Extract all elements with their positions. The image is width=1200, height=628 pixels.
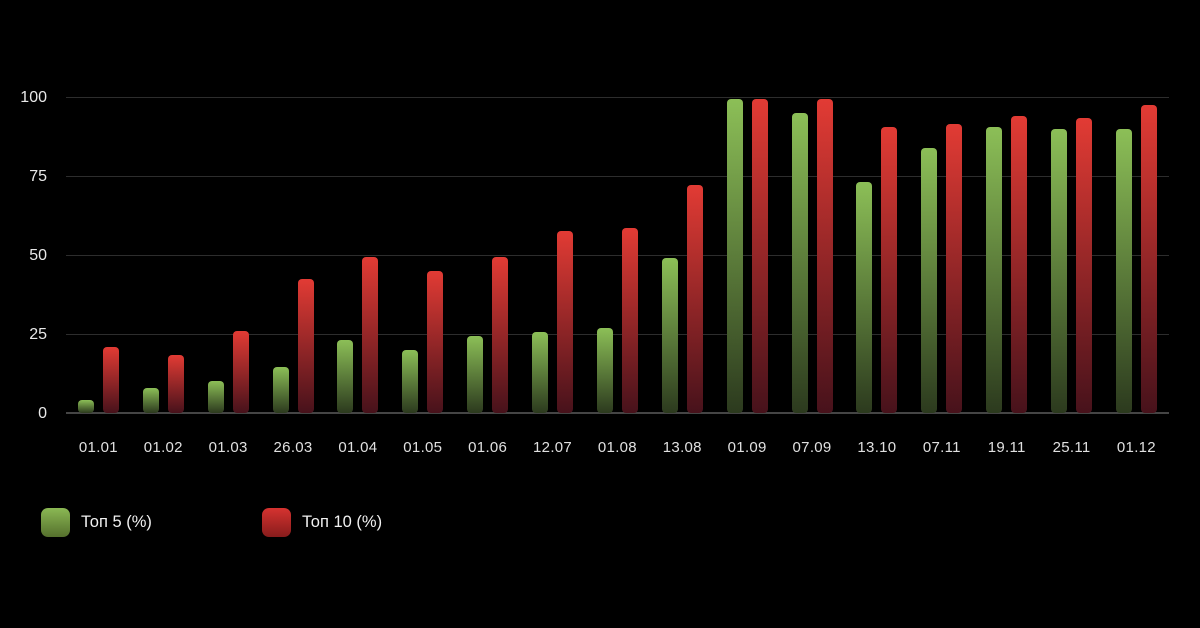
x-axis-tick-label: 13.08 — [662, 439, 702, 456]
bar-group — [650, 97, 715, 413]
bar-top5 — [1115, 128, 1132, 413]
bar-group — [585, 97, 650, 413]
bar-top10 — [621, 228, 638, 413]
legend-item-top10: Топ 10 (%) — [262, 508, 382, 537]
legend-label-top10: Топ 10 (%) — [302, 513, 383, 531]
bar-top5 — [337, 340, 354, 413]
x-axis-tick-label: 01.09 — [727, 439, 767, 456]
bar-top5 — [921, 147, 938, 413]
x-axis-tick-label: 25.11 — [1052, 439, 1091, 456]
bar-top10 — [1140, 104, 1157, 413]
bar-group — [715, 97, 780, 413]
bar-group — [780, 97, 845, 413]
y-axis-tick-label: 25 — [29, 326, 47, 343]
bar-top10 — [167, 354, 184, 413]
bar-top10 — [946, 123, 963, 413]
bar-top10 — [686, 185, 703, 413]
bar-group — [909, 97, 974, 413]
x-axis-tick-label: 01.08 — [597, 439, 637, 456]
bar-top10 — [557, 231, 574, 413]
bar-top10 — [492, 256, 509, 413]
x-axis-tick-label: 01.01 — [78, 439, 118, 456]
x-axis-tick-label: 01.04 — [338, 439, 378, 456]
x-axis-tick-label: 01.12 — [1116, 439, 1156, 456]
bar-group — [326, 97, 391, 413]
bar-top5 — [661, 258, 678, 413]
bar-top10 — [102, 346, 119, 413]
bar-group — [131, 97, 196, 413]
bar-top5 — [467, 335, 484, 413]
y-axis-tick-label: 50 — [29, 247, 47, 264]
bar-top10 — [427, 270, 444, 413]
y-axis-tick-label: 100 — [20, 89, 47, 106]
bar-top5 — [532, 332, 549, 413]
bars-layer — [66, 97, 1169, 413]
bar-group — [974, 97, 1039, 413]
bar-top10 — [751, 98, 768, 413]
x-axis-tick-label: 13.10 — [857, 439, 897, 456]
x-axis-tick-label: 01.02 — [143, 439, 183, 456]
bar-top10 — [232, 330, 249, 413]
bar-top5 — [142, 387, 159, 413]
bar-top10 — [297, 278, 314, 413]
bar-group — [1104, 97, 1169, 413]
bar-top5 — [207, 381, 224, 413]
y-axis-tick-label: 75 — [29, 168, 47, 185]
legend-item-top5: Топ 5 (%) — [41, 508, 152, 537]
bar-top5 — [272, 367, 289, 413]
bar-top10 — [1011, 115, 1028, 413]
bar-group — [66, 97, 131, 413]
x-axis-tick-label: 01.03 — [208, 439, 248, 456]
bar-top5 — [77, 400, 94, 413]
bar-group — [261, 97, 326, 413]
legend-label-top5: Топ 5 (%) — [81, 513, 152, 531]
x-axis-tick-label: 26.03 — [273, 439, 313, 456]
bar-top5 — [726, 98, 743, 413]
bar-top10 — [1076, 117, 1093, 413]
gridline — [66, 175, 1169, 177]
bar-top10 — [881, 127, 898, 413]
plot-area: 01.01 01.02 01.03 26.03 01.04 01.05 01.06 12.07… — [20, 90, 1169, 456]
gridline — [66, 333, 1169, 335]
x-axis-labels: 01.01 01.02 01.03 26.03 01.04 01.05 01.06 12.07… — [66, 439, 1169, 456]
x-axis-tick-label: 01.06 — [468, 439, 508, 456]
x-axis-tick-label: 07.09 — [792, 439, 832, 456]
bar-group — [390, 97, 455, 413]
bar-top5 — [1051, 128, 1068, 413]
legend-swatch-top10-icon — [262, 508, 291, 537]
bar-top5 — [856, 182, 873, 413]
bar-group — [196, 97, 261, 413]
bar-top10 — [362, 256, 379, 413]
bar-group — [845, 97, 910, 413]
bar-group — [520, 97, 585, 413]
x-axis-baseline — [66, 412, 1169, 414]
bar-top5 — [596, 327, 613, 413]
bar-group — [1039, 97, 1104, 413]
bar-top5 — [791, 112, 808, 413]
bar-top5 — [402, 349, 419, 413]
x-axis-tick-label: 07.11 — [922, 439, 961, 456]
gridline — [66, 96, 1169, 98]
y-axis-tick-label: 0 — [38, 405, 47, 422]
bar-top5 — [986, 127, 1003, 413]
bar-group — [455, 97, 520, 413]
legend-swatch-top5-icon — [41, 508, 70, 537]
x-axis-tick-label: 01.05 — [403, 439, 443, 456]
legend: Топ 5 (%) Топ 10 (%) — [41, 508, 541, 538]
x-axis-tick-label: 12.07 — [533, 439, 573, 456]
x-axis-tick-label: 19.11 — [987, 439, 1026, 456]
gridline — [66, 254, 1169, 256]
bar-top10 — [816, 98, 833, 413]
